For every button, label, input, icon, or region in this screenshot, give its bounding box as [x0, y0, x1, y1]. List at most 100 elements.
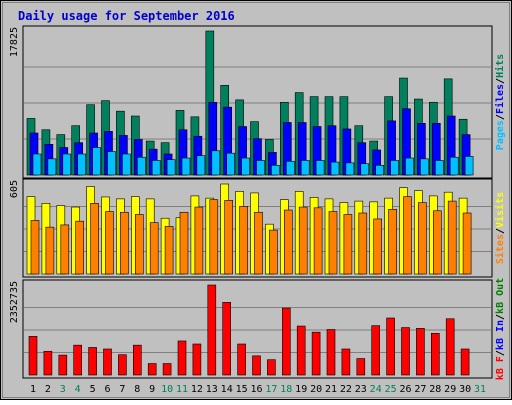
bar-kbf-day-30: [460, 348, 470, 376]
bar-sites-day-5: [90, 203, 99, 275]
legend-kbf: kB F: [495, 356, 506, 380]
bar-kbf-day-19: [296, 325, 306, 376]
day-label-30: 30: [459, 384, 471, 395]
bar-pages-day-14: [226, 152, 235, 176]
panel-border: [22, 279, 493, 379]
legend-separator: /: [495, 350, 506, 356]
day-label-13: 13: [206, 384, 218, 395]
day-label-8: 8: [134, 384, 140, 395]
bar-sites-day-16: [254, 211, 263, 275]
bar-sites-day-4: [75, 220, 84, 275]
bar-pages-day-16: [256, 160, 265, 176]
day-label-24: 24: [370, 384, 382, 395]
bar-pages-day-15: [241, 157, 250, 176]
legend-separator: /: [495, 228, 506, 234]
bar-kbf-day-1: [28, 336, 38, 376]
bar-sites-day-20: [313, 207, 323, 275]
bar-pages-day-20: [315, 160, 325, 176]
bar-pages-day-26: [405, 157, 414, 176]
bar-sites-day-13: [209, 199, 219, 275]
day-label-26: 26: [399, 384, 411, 395]
bar-sites-day-12: [194, 206, 204, 275]
legend-kbout: kB Out: [495, 278, 506, 314]
legend-visits: Visits: [494, 192, 506, 228]
bar-sites-day-17: [269, 229, 278, 275]
y-max-tick-label: 2352735: [9, 281, 20, 323]
bar-pages-day-3: [62, 153, 72, 176]
bar-pages-day-27: [420, 158, 429, 176]
day-label-3: 3: [60, 384, 66, 395]
day-label-4: 4: [75, 384, 81, 395]
bar-sites-day-23: [358, 212, 368, 275]
bar-kbf-day-25: [386, 317, 395, 376]
panel-border: [22, 25, 493, 179]
day-label-16: 16: [250, 384, 262, 395]
bar-pages-day-25: [390, 160, 399, 176]
bar-kbf-day-27: [416, 328, 425, 376]
bar-sites-day-24: [373, 218, 383, 275]
bar-sites-day-6: [105, 211, 114, 275]
bar-kbf-day-4: [73, 344, 82, 376]
bar-kbf-day-24: [371, 325, 381, 376]
legend-pages: Pages: [495, 120, 506, 150]
series-legend-label: kB F/kB In/kB Out: [495, 278, 506, 380]
y-max-tick-label: 605: [9, 180, 20, 198]
bar-sites-day-21: [328, 211, 338, 275]
bar-sites-day-19: [298, 206, 308, 275]
chart-panels: 17825Pages/Files/Hits605Sites/Visits2352…: [9, 25, 506, 380]
day-label-22: 22: [340, 384, 352, 395]
bar-kbf-day-10: [162, 363, 172, 376]
legend-hits: Hits: [494, 54, 506, 78]
bar-kbf-day-3: [58, 354, 68, 376]
day-label-31: 31: [474, 384, 486, 395]
bar-pages-day-19: [300, 160, 310, 176]
bar-kbf-day-2: [43, 350, 53, 376]
legend-separator: /: [495, 314, 506, 320]
bar-sites-day-22: [343, 214, 353, 275]
bar-pages-day-8: [137, 156, 146, 176]
bar-pages-day-28: [434, 160, 444, 176]
day-axis-labels: 1 2 3 4 5 6 7 8 9 10 11 12 13 14 15 16 17 18 19 20 21 22 23 24 2…: [30, 384, 486, 395]
day-label-23: 23: [355, 384, 367, 395]
bar-kbf-day-26: [401, 327, 410, 376]
day-label-11: 11: [176, 384, 188, 395]
bar-sites-day-14: [224, 200, 233, 275]
bar-pages-day-9: [151, 160, 161, 176]
series-legend-label: Pages/Files/Hits: [494, 54, 506, 150]
bar-pages-day-6: [107, 151, 116, 176]
bar-kbf-day-23: [356, 358, 366, 376]
bar-sites-day-28: [432, 210, 442, 275]
day-label-14: 14: [221, 384, 233, 395]
bar-kbf-day-11: [177, 340, 187, 376]
bar-pages-day-29: [449, 156, 459, 176]
bar-pages-day-21: [330, 161, 340, 176]
bar-sites-day-18: [283, 209, 293, 275]
bar-kbf-day-7: [118, 354, 127, 376]
bar-sites-day-25: [388, 208, 397, 275]
day-label-25: 25: [385, 384, 397, 395]
bar-kbf-day-6: [103, 348, 112, 376]
bar-sites-day-26: [403, 196, 412, 275]
day-label-27: 27: [414, 384, 426, 395]
bar-kbf-day-18: [281, 307, 291, 376]
bar-kbf-day-22: [341, 348, 351, 376]
bar-kbf-day-5: [88, 347, 97, 376]
bar-pages-day-22: [345, 162, 355, 176]
legend-sites: Sites: [494, 234, 506, 264]
bar-sites-day-3: [60, 224, 70, 275]
legend-files: Files: [494, 84, 506, 114]
day-label-5: 5: [90, 384, 96, 395]
day-label-1: 1: [30, 384, 36, 395]
bar-sites-day-30: [462, 212, 472, 275]
series-legend-label: Sites/Visits: [494, 192, 506, 264]
bar-pages-day-5: [92, 147, 101, 176]
bar-kbf-day-9: [147, 363, 157, 376]
day-label-6: 6: [104, 384, 110, 395]
bar-pages-day-2: [47, 158, 57, 176]
bar-pages-day-23: [360, 163, 370, 176]
legend-separator: /: [495, 78, 506, 84]
bar-pages-day-10: [166, 159, 176, 176]
panel-kbf-kbin-kbout: 2352735 kB F/kB In/kB Out: [9, 278, 506, 380]
